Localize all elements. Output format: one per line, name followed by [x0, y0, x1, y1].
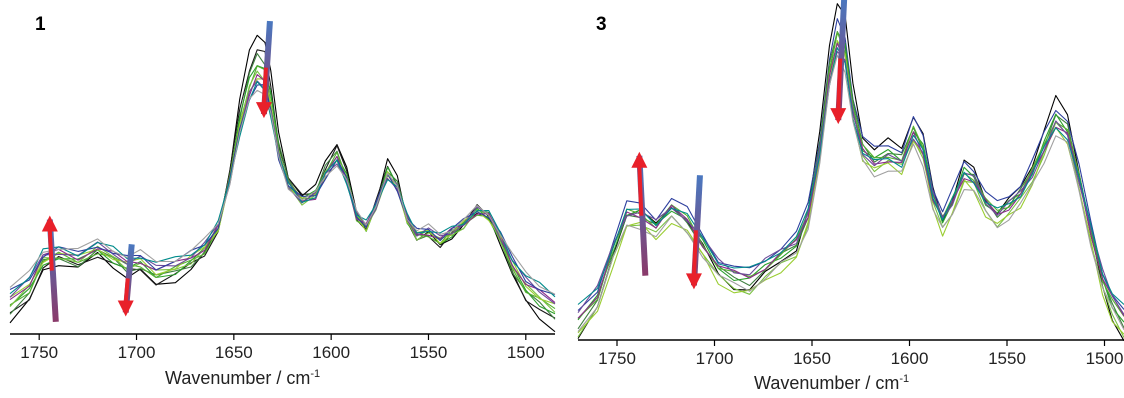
spectrum-plot-3: 1750 1700 1650 1600 1550 1500: [577, 0, 1124, 368]
x-tick-label-1650: 1650: [215, 343, 253, 362]
spectrum-trace-11: [577, 54, 1124, 332]
trend-arrow-up-1: [631, 151, 649, 276]
spectrum-trace-5: [9, 65, 556, 310]
spectrum-trace-8: [9, 74, 556, 304]
x-tick-label-1600: 1600: [891, 349, 929, 368]
panel-label: 1: [35, 14, 46, 35]
spectrum-plot-1: 1750 1700 1650 1600 1550 1500: [9, 20, 556, 362]
spectrum-trace-12: [9, 89, 556, 295]
spectrum-trace-7: [577, 39, 1124, 335]
spectrum-trace-10: [9, 83, 556, 296]
trend-arrow-down-2: [685, 175, 703, 290]
x-tick-label-1750: 1750: [598, 349, 636, 368]
spectrum-trace-9: [577, 51, 1124, 315]
spectrum-trace-8: [577, 42, 1124, 319]
panel-label: 3: [596, 14, 607, 35]
chart-panel-1: 1 1750 1700 1650 1600 1550 1500 Wavenumber / …: [9, 14, 556, 389]
x-tick-label-1700: 1700: [118, 343, 156, 362]
trend-arrow-down-3: [830, 0, 848, 125]
x-axis-title: Wavenumber / cm-1: [754, 373, 909, 394]
x-tick-label-1600: 1600: [312, 343, 350, 362]
trend-arrow-down-3: [255, 20, 273, 119]
x-axis-label-text: Wavenumber / cm: [754, 373, 900, 393]
spectrum-trace-2: [577, 18, 1124, 311]
spectrum-trace-4: [9, 65, 556, 315]
trend-arrow-up-1: [41, 215, 59, 322]
chart-panel-3: 3 1750 1700 1650 1600 1550 1500 Wavenumber / …: [562, 0, 1124, 398]
spectrum-trace-7: [9, 78, 556, 305]
spectrum-trace-1: [9, 34, 556, 333]
x-tick-label-1700: 1700: [696, 349, 734, 368]
spectrum-trace-1: [577, 3, 1124, 342]
spectrum-trace-3: [577, 30, 1124, 330]
x-tick-label-1550: 1550: [988, 349, 1026, 368]
x-axis-label-text: Wavenumber / cm: [165, 368, 311, 388]
x-axis-title: Wavenumber / cm-1: [165, 368, 320, 389]
spectrum-trace-4: [577, 32, 1124, 323]
x-tick-label-1500: 1500: [507, 343, 545, 362]
spectrum-trace-2: [9, 49, 556, 319]
spectrum-trace-3: [9, 53, 556, 320]
x-axis-label-unit: -1: [899, 373, 910, 385]
spectrum-trace-6: [9, 70, 556, 313]
x-tick-label-1550: 1550: [410, 343, 448, 362]
trend-arrow-down-2: [117, 244, 135, 317]
spectrum-trace-11: [9, 81, 556, 298]
spectrum-trace-10: [577, 47, 1124, 305]
x-tick-label-1650: 1650: [793, 349, 831, 368]
x-tick-label-1500: 1500: [1086, 349, 1124, 368]
spectrum-trace-5: [577, 31, 1124, 319]
x-axis-label-unit: -1: [310, 368, 321, 380]
x-tick-label-1750: 1750: [20, 343, 58, 362]
spectrum-trace-9: [9, 80, 556, 305]
